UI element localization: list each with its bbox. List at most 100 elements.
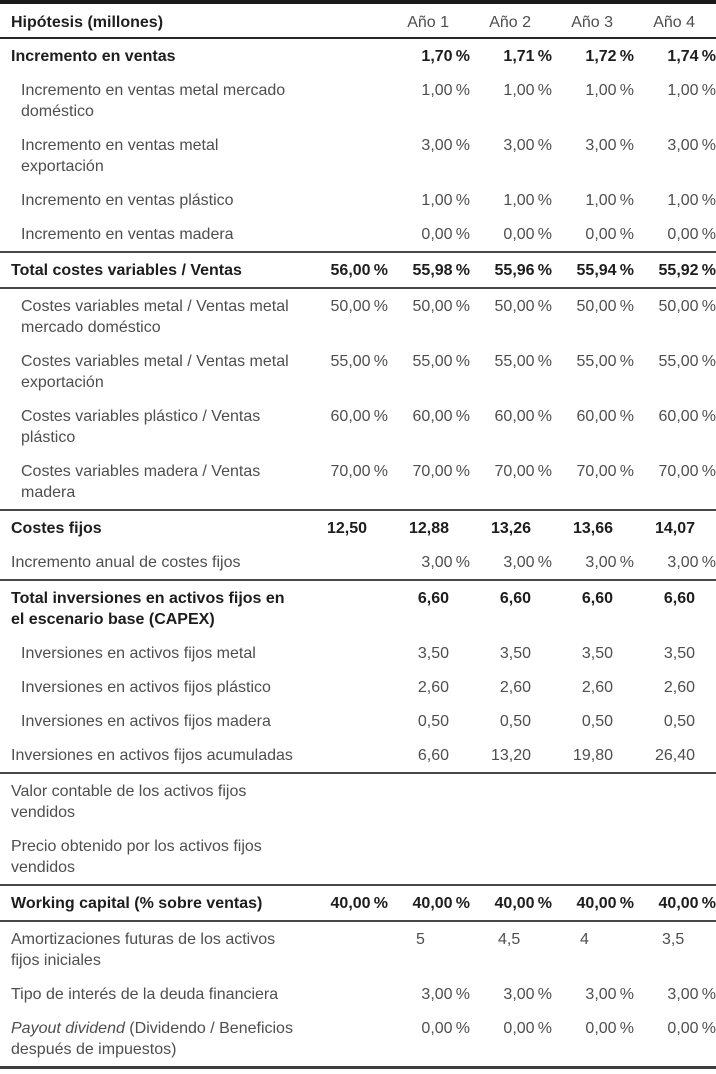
cell-ano-2: 1,71 % [503,48,552,65]
cell-ano-4: 3,00 % [667,986,716,1003]
cell-ano-4: 70,00 % [658,463,716,480]
cell-ano-2: 13,20 [490,747,531,764]
cell-ano-1: 1,70 % [421,48,470,65]
cell-ano-2: 60,00 % [494,408,552,425]
cell-ano-2: 1,00 % [503,192,552,209]
table-title: Hipótesis (millones) [11,14,164,31]
row-label: Costes variables plástico / Ventas plást… [21,408,261,446]
row-label: Costes variables madera / Ventas madera [21,463,261,501]
table-row: Precio obtenido por los activos fijos ve… [0,829,716,884]
cell-ano-4: 40,00 % [658,895,716,912]
cell-ano-2: 13,26 [490,520,531,537]
cell-ano-1: 55,98 % [412,262,470,279]
row-label: Costes variables metal / Ventas metal ex… [21,353,289,391]
table-row: Valor contable de los activos fijos vend… [0,774,716,829]
row-label: Incremento en ventas metal mercado domés… [21,82,286,120]
cell-ano-1: 1,00 % [421,192,470,209]
section-divider [0,884,716,886]
cell-ano-1: 12,88 [408,520,449,537]
row-label: Incremento en ventas metal exportación [21,137,219,175]
cell-ano-1: 3,00 % [421,986,470,1003]
cell-ano-4: 3,00 % [667,554,716,571]
table-row: Incremento en ventas plástico 1,00 % 1,00 … [0,183,716,217]
row-label: Incremento en ventas plástico [21,192,234,209]
cell-ano-3: 70,00 % [576,463,634,480]
row-label: Total inversiones en activos fijos en el… [11,590,285,628]
cell-ano-3: 0,00 % [585,1020,634,1037]
table-row: Incremento en ventas madera 0,00 % 0,00 % 0… [0,217,716,251]
cell-ano-4: 26,40 [654,747,695,764]
cell-ano-3: 3,00 % [585,554,634,571]
cell-ano-4: 3,00 % [667,137,716,154]
cell-ano-3: 50,00 % [576,298,634,315]
cell-ano-1: 55,00 % [412,353,470,370]
table-body: Incremento en ventas 1,70 % 1,71 % 1,72 % 1,… [0,39,716,1066]
cell-base: 70,00 % [330,463,388,480]
row-label: Total costes variables / Ventas [11,262,242,279]
table-row: Total inversiones en activos fijos en el… [0,581,716,636]
cell-ano-2: 0,00 % [503,1020,552,1037]
cell-ano-3: 2,60 [581,679,613,696]
cell-ano-1: 6,60 [417,590,449,607]
section-divider [0,772,716,774]
cell-ano-1: 6,60 [417,747,449,764]
cell-ano-4: 1,74 % [667,48,716,65]
column-header-year-1: Año 1 [407,14,449,31]
row-label: Payout dividend (Dividendo / Beneficios … [11,1020,293,1058]
table-header-row: Hipótesis (millones) Año 1 Año 2 Año 3 A… [0,4,716,39]
table-row: Inversiones en activos fijos metal 3,50 3,… [0,636,716,670]
row-label: Inversiones en activos fijos plástico [21,679,271,696]
section-divider [0,509,716,511]
cell-ano-3: 3,50 [581,645,613,662]
cell-ano-2: 4,5 [498,931,521,948]
table-row: Incremento en ventas metal exportación 3,… [0,128,716,183]
cell-ano-4: 2,60 [663,679,695,696]
table-row: Working capital (% sobre ventas) 40,00 % 4… [0,886,716,920]
cell-base: 60,00 % [330,408,388,425]
cell-ano-2: 40,00 % [494,895,552,912]
cell-ano-4: 1,00 % [667,82,716,99]
cell-ano-3: 6,60 [581,590,613,607]
cell-ano-4: 50,00 % [658,298,716,315]
table-row: Total costes variables / Ventas 56,00 % 55… [0,253,716,287]
cell-ano-2: 3,00 % [503,554,552,571]
row-label: Tipo de interés de la deuda financiera [11,986,279,1003]
cell-ano-2: 2,60 [499,679,531,696]
column-header-year-4: Año 4 [653,14,695,31]
cell-ano-3: 55,00 % [576,353,634,370]
cell-ano-4: 0,50 [663,713,695,730]
cell-ano-2: 0,50 [499,713,531,730]
cell-base: 12,50 [326,520,367,537]
cell-ano-3: 19,80 [572,747,613,764]
row-label: Valor contable de los activos fijos vend… [11,783,247,821]
cell-ano-1: 0,00 % [421,1020,470,1037]
cell-base: 56,00 % [330,262,388,279]
cell-ano-1: 3,50 [417,645,449,662]
cell-ano-4: 0,00 % [667,1020,716,1037]
cell-ano-4: 60,00 % [658,408,716,425]
cell-ano-3: 1,00 % [585,192,634,209]
row-label: Costes variables metal / Ventas metal me… [21,298,289,336]
table-row: Costes variables madera / Ventas madera 7… [0,454,716,509]
cell-ano-2: 3,00 % [503,986,552,1003]
cell-ano-3: 3,00 % [585,986,634,1003]
cell-ano-3: 60,00 % [576,408,634,425]
cell-ano-3: 55,94 % [576,262,634,279]
cell-ano-3: 0,50 [581,713,613,730]
table-row: Costes fijos 12,50 12,88 13,26 13,66 14,07 [0,511,716,545]
cell-ano-1: 0,50 [417,713,449,730]
cell-ano-4: 6,60 [663,590,695,607]
row-label: Inversiones en activos fijos madera [21,713,271,730]
cell-base: 40,00 % [330,895,388,912]
cell-ano-4: 3,50 [663,645,695,662]
column-header-year-3: Año 3 [571,14,613,31]
table-row: Costes variables metal / Ventas metal me… [0,289,716,344]
row-label: Inversiones en activos fijos acumuladas [11,747,293,764]
table-row: Amortizaciones futuras de los activos fi… [0,922,716,977]
row-label: Incremento en ventas madera [21,226,234,243]
cell-ano-2: 50,00 % [494,298,552,315]
cell-ano-3: 3,00 % [585,137,634,154]
table-row: Costes variables metal / Ventas metal ex… [0,344,716,399]
cell-ano-1: 70,00 % [412,463,470,480]
row-label: Incremento anual de costes fijos [11,554,241,571]
